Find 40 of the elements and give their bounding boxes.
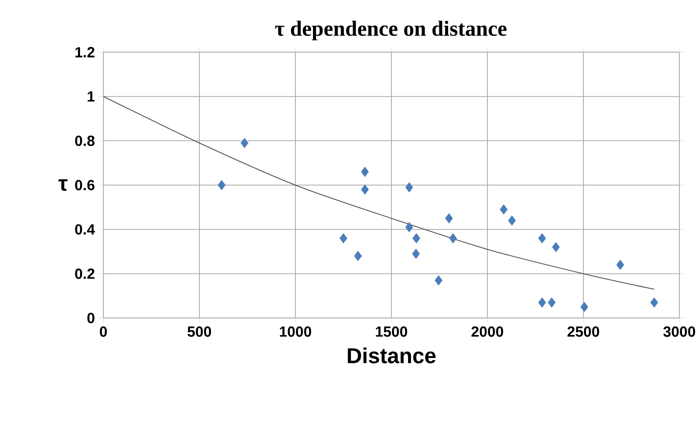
point — [449, 233, 457, 244]
point — [360, 166, 369, 177]
y-tick-label: 0.4 — [75, 224, 95, 234]
y-tick-label: 0 — [87, 312, 94, 324]
point — [360, 184, 369, 195]
point — [580, 302, 588, 312]
y-tick-label: 1.2 — [75, 46, 94, 58]
x-tick-label: 1500 — [376, 326, 408, 337]
point — [508, 215, 516, 226]
point — [405, 182, 414, 192]
point — [445, 213, 453, 224]
point — [240, 138, 248, 148]
point — [412, 233, 420, 244]
y-axis-title: τ — [58, 179, 68, 191]
line-series — [103, 96, 655, 290]
point — [405, 222, 414, 232]
point — [218, 180, 226, 190]
point — [616, 260, 624, 270]
y-tick-label: 0.8 — [75, 135, 95, 146]
point — [548, 297, 556, 308]
point — [552, 242, 560, 252]
x-axis-title: Distance — [348, 347, 436, 364]
y-tick-label: 1 — [88, 91, 95, 102]
x-tick-label: 500 — [188, 326, 212, 337]
point — [538, 233, 546, 244]
point — [339, 233, 348, 244]
y-tick-label: 0.2 — [75, 268, 94, 279]
x-tick-label: 2000 — [472, 326, 504, 337]
point — [538, 297, 546, 308]
point — [500, 204, 508, 214]
point — [354, 250, 362, 261]
x-tick-label: 0 — [100, 326, 107, 337]
x-tick-label: 1000 — [280, 326, 312, 337]
y-tick-label: 0.6 — [75, 180, 94, 190]
point — [412, 248, 420, 259]
x-tick-label: 2500 — [568, 326, 600, 337]
point — [434, 275, 442, 286]
point — [650, 297, 658, 308]
chart-title: τ dependence on distance — [275, 20, 506, 40]
x-tick-label: 3000 — [663, 326, 696, 337]
